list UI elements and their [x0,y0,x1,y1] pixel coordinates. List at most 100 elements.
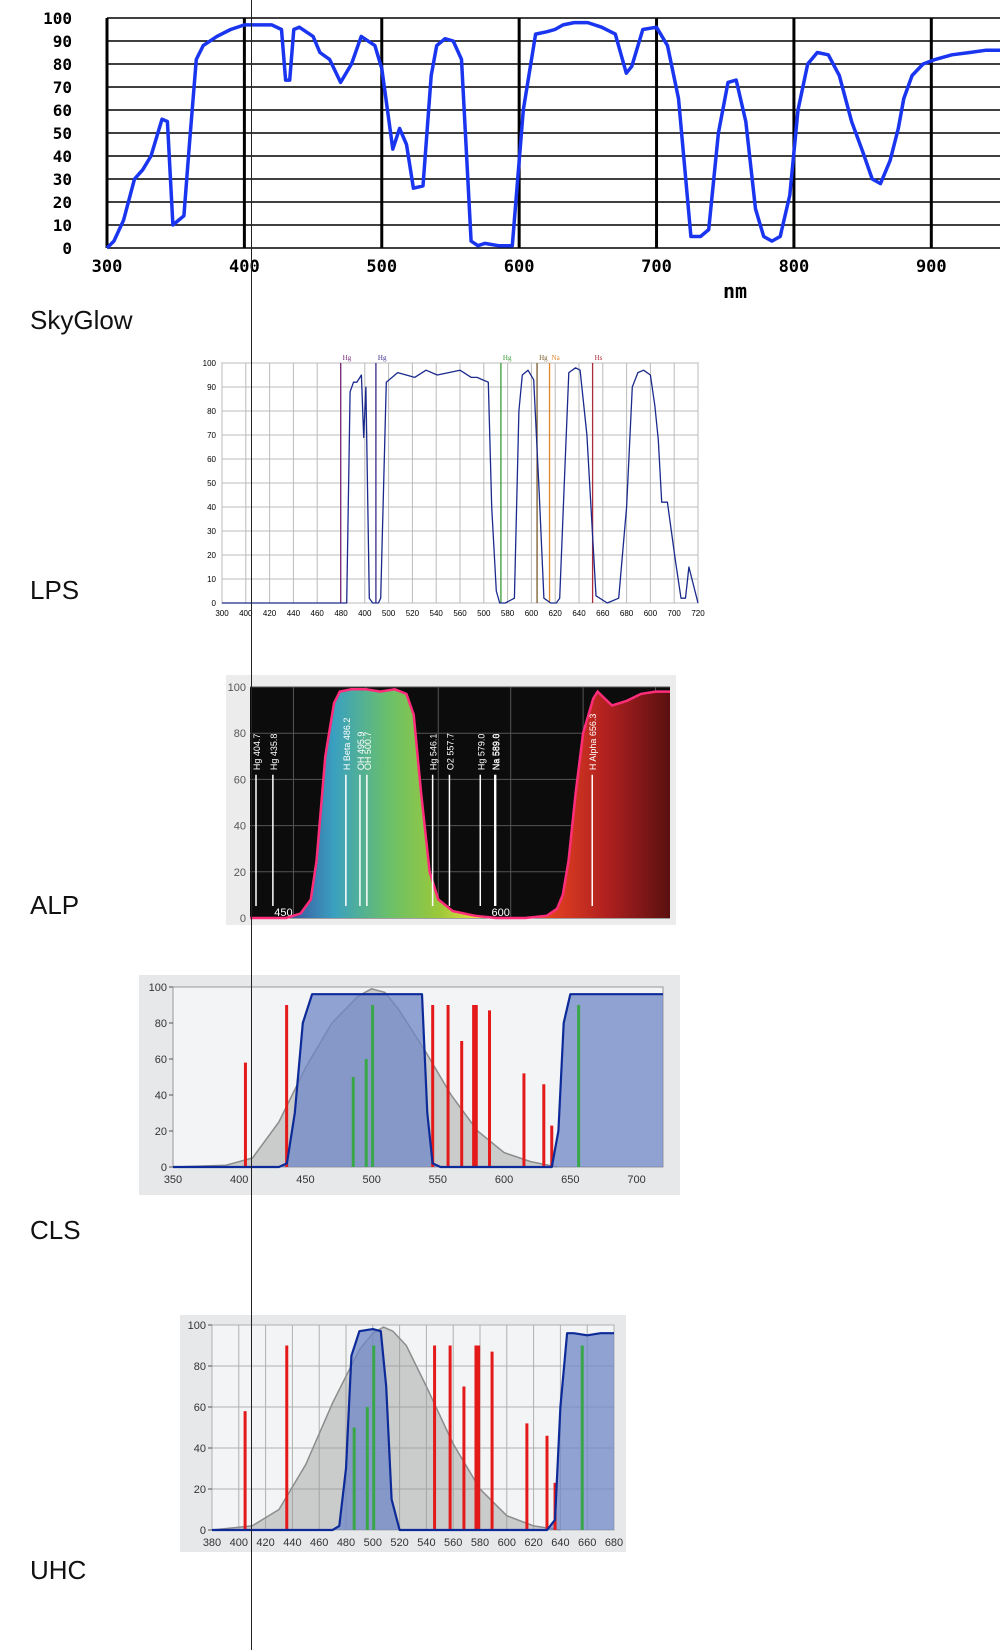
x-tick-label: 300 [215,609,229,618]
y-tick-label: 0 [161,1162,167,1174]
transmission-line [250,688,670,920]
x-tick-label: 420 [256,1537,274,1549]
y-tick-label: 100 [228,682,246,694]
x-tick-label: 600 [644,609,658,618]
uhc-panel: 0 20 40 60 80 100 380 400 420 440 460 480 500 520 540 5… [0,1315,1000,1595]
y-tick-label: 40 [194,1443,206,1455]
y-tick-label: 10 [53,216,72,235]
uhc-chart: 0 20 40 60 80 100 380 400 420 440 460 480 500 520 540 5… [180,1315,626,1552]
emission-line-label: Na 589.0 [491,734,501,771]
skyglow-chart: 0 10 20 30 40 50 60 70 80 90 100 300 400 500 600 700 800… [43,9,1000,303]
y-tick-label: 70 [207,431,216,440]
x-tick-label: 400 [239,609,253,618]
x-tick-label: 480 [337,1537,355,1549]
y-tick-label: 20 [53,193,72,212]
x-tick-label: 560 [444,1537,462,1549]
cls-label: CLS [30,1215,81,1245]
alp-panel: 020406080100450500550600650700Hg 404.7Hg… [0,675,1000,935]
x-tick-label: 450 [296,1174,314,1186]
x-tick-label: 350 [164,1174,182,1186]
x-tick-label: 580 [501,609,515,618]
y-tick-label: 100 [149,982,167,994]
x-tick-label: 660 [596,609,610,618]
y-tick-label: 60 [234,774,246,786]
y-tick-label: 40 [234,821,246,833]
y-tick-label: 0 [62,239,72,258]
x-tick-label: 520 [406,609,420,618]
x-tick-label: 400 [230,1174,248,1186]
y-tick-label: 40 [53,147,72,166]
emission-line-label: H Beta 486.2 [342,718,352,771]
x-tick-label: 580 [471,1537,489,1549]
emission-line-label: Hg 404.7 [252,734,262,771]
y-tick-label: 100 [43,9,72,28]
emission-line-label: H Alpha 656.3 [588,714,598,771]
x-tick-label: 450 [274,907,292,919]
emission-line-label: Hg [343,354,352,362]
y-tick-label: 90 [207,383,216,392]
x-tick-label: 500 [362,1174,380,1186]
y-tick-label: 30 [53,170,72,189]
x-tick-label: 500 [477,609,491,618]
x-tick-label: 800 [779,257,810,277]
x-tick-label: 620 [549,609,563,618]
x-tick-label: 500 [364,1537,382,1549]
x-tick-label: 650 [561,1174,579,1186]
x-tick-label: 700 [668,609,682,618]
x-tick-label: 540 [417,1537,435,1549]
emission-line-label: Hg 579.0 [476,734,486,771]
x-tick-label: 460 [311,609,325,618]
uhc-label: UHC [30,1555,87,1585]
emission-line-label: Na 589.6 [492,734,502,771]
y-tick-label: 40 [207,503,216,512]
x-tick-label: 620 [524,1537,542,1549]
y-tick-label: 0 [240,913,246,925]
x-tick-label: 300 [92,257,123,277]
emission-line-label: Na [552,354,561,362]
filter-line [173,993,663,1169]
x-tick-label: 440 [283,1537,301,1549]
filter-line [212,1328,614,1532]
x-tick-label: 400 [230,1537,248,1549]
transmission-line [105,20,1000,250]
y-tick-label: 40 [155,1090,167,1102]
x-tick-label: 680 [605,1537,623,1549]
x-tick-label: 560 [453,609,467,618]
x-tick-label: 900 [916,257,947,277]
y-tick-label: 100 [188,1320,206,1332]
y-tick-label: 20 [207,551,216,560]
x-tick-label: 400 [358,609,372,618]
y-tick-label: 100 [203,359,217,368]
x-tick-label: 400 [229,257,260,277]
y-tick-label: 80 [53,55,72,74]
x-tick-label: 700 [627,1174,645,1186]
y-tick-label: 10 [207,575,216,584]
x-tick-label: 440 [287,609,301,618]
lps-chart: 0 10 20 30 40 50 60 70 80 90 100 300 400 420 440 460 480… [203,354,706,618]
emission-line-label: Hg [539,354,548,362]
cls-panel: 0 20 40 60 80 100 350 400 450 500 550 600 650 700 CLS [0,975,1000,1260]
emission-line-label: O2 557.7 [445,733,455,770]
x-tick-label: 680 [620,609,634,618]
x-tick-label: 460 [310,1537,328,1549]
emission-line-label: Hs [595,354,603,362]
alp-chart: 020406080100450500550600650700Hg 404.7Hg… [226,675,676,925]
x-tick-label: 520 [390,1537,408,1549]
filter-fill [212,1329,614,1530]
y-tick-label: 30 [207,527,216,536]
x-tick-label: 480 [334,609,348,618]
emission-line-label: Hg 546.1 [429,734,439,771]
y-tick-label: 50 [207,479,216,488]
emission-line-label: OH 500.7 [363,732,373,771]
x-tick-label: 600 [525,609,539,618]
x-tick-label: 500 [366,257,397,277]
x-tick-label: 600 [498,1537,516,1549]
emission-line-label: OH 495.9 [356,732,366,771]
y-tick-label: 50 [53,124,72,143]
y-tick-label: 20 [194,1484,206,1496]
emission-line-label: Hg [503,354,512,362]
y-tick-label: 20 [155,1126,167,1138]
alp-label: ALP [30,890,80,920]
lps-label: LPS [30,575,80,605]
x-tick-label: 420 [263,609,277,618]
